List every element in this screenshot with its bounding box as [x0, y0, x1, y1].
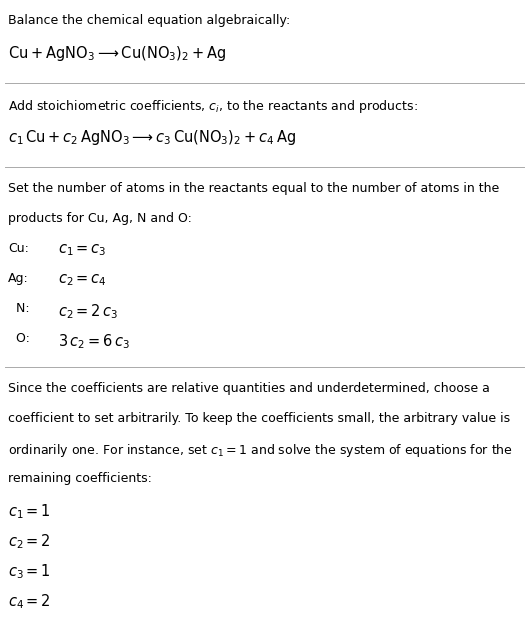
Text: $c_4 = 2$: $c_4 = 2$: [8, 593, 51, 611]
Text: Since the coefficients are relative quantities and underdetermined, choose a: Since the coefficients are relative quan…: [8, 382, 490, 395]
Text: Add stoichiometric coefficients, $c_i$, to the reactants and products:: Add stoichiometric coefficients, $c_i$, …: [8, 98, 418, 115]
Text: Balance the chemical equation algebraically:: Balance the chemical equation algebraica…: [8, 14, 290, 27]
Text: $c_3 = 1$: $c_3 = 1$: [8, 562, 51, 581]
Text: $c_1\,\mathrm{Cu} + c_2\,\mathrm{AgNO_3} \longrightarrow c_3\,\mathrm{Cu(NO_3)_2: $c_1\,\mathrm{Cu} + c_2\,\mathrm{AgNO_3}…: [8, 128, 296, 147]
Text: Set the number of atoms in the reactants equal to the number of atoms in the: Set the number of atoms in the reactants…: [8, 182, 499, 195]
Text: Cu:: Cu:: [8, 242, 29, 255]
Text: coefficient to set arbitrarily. To keep the coefficients small, the arbitrary va: coefficient to set arbitrarily. To keep …: [8, 412, 510, 425]
Text: products for Cu, Ag, N and O:: products for Cu, Ag, N and O:: [8, 212, 192, 225]
Text: remaining coefficients:: remaining coefficients:: [8, 472, 152, 485]
Text: $c_2 = 2$: $c_2 = 2$: [8, 532, 51, 551]
Text: N:: N:: [8, 302, 30, 315]
Text: $c_2 = c_4$: $c_2 = c_4$: [58, 272, 107, 288]
Text: $3\,c_2 = 6\,c_3$: $3\,c_2 = 6\,c_3$: [58, 332, 130, 351]
Text: $\mathrm{Cu} + \mathrm{AgNO_3} \longrightarrow \mathrm{Cu(NO_3)_2} + \mathrm{Ag}: $\mathrm{Cu} + \mathrm{AgNO_3} \longrigh…: [8, 44, 226, 63]
Text: $c_1 = 1$: $c_1 = 1$: [8, 502, 51, 521]
Text: ordinarily one. For instance, set $c_1 = 1$ and solve the system of equations fo: ordinarily one. For instance, set $c_1 =…: [8, 442, 513, 459]
Text: O:: O:: [8, 332, 30, 345]
Text: $c_2 = 2\,c_3$: $c_2 = 2\,c_3$: [58, 302, 118, 321]
Text: $c_1 = c_3$: $c_1 = c_3$: [58, 242, 107, 258]
Text: Ag:: Ag:: [8, 272, 29, 285]
